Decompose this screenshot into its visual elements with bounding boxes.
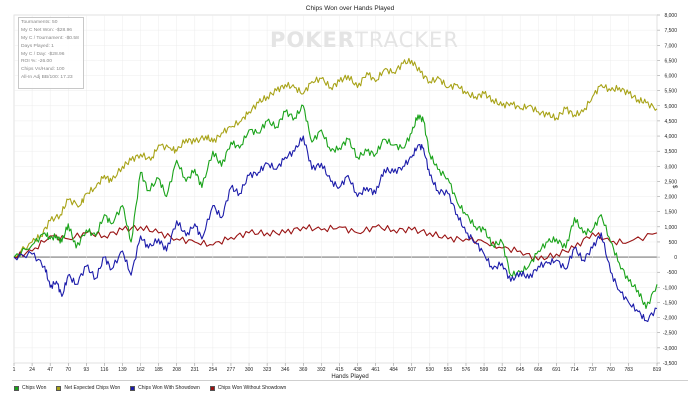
legend-item: Chips Won With Showdown [130,385,200,391]
y-tick-label: 4,500 [664,119,677,125]
y-tick-label: -3,500 [663,361,677,367]
series-line-2 [13,135,658,323]
legend: Chips Won Net Expected Chips Won Chips Won… [14,383,686,393]
x-tick-label: 599 [480,367,489,373]
stats-line: Chips Vs/Hand: 100 [21,67,65,73]
x-tick-label: 507 [408,367,417,373]
stats-line: Tournaments: 50 [21,20,58,25]
y-tick-label: -3,000 [663,346,677,352]
stats-line: ROI %: -26.00 [21,59,52,65]
y-tick-label: 8,000 [664,13,677,19]
x-tick-label: 93 [84,367,90,373]
y-tick-label: 2,500 [664,179,677,185]
legend-item: Chips Won Without Showdown [209,385,287,391]
legend-item: Chips Won [14,385,46,391]
legend-label: Chips Won With Showdown [138,385,200,391]
y-tick-label: -1,500 [663,300,677,306]
x-tick-label: 714 [570,367,579,373]
y-tick-label: 3,500 [664,149,677,155]
watermark-part-2: TRACKER [355,28,459,52]
stats-line: My C / Day: -$28.96 [21,51,65,57]
x-tick-label: 162 [136,367,145,373]
x-tick-label: 484 [389,367,398,373]
y-tick-label: 7,000 [664,43,677,49]
x-tick-label: 208 [173,367,182,373]
x-tick-label: 369 [299,367,308,373]
x-tick-label: 461 [371,367,380,373]
y-tick-label: 7,500 [664,28,677,34]
stats-line: Days Played: 1 [21,43,54,49]
series-line-1 [13,57,658,258]
plot-area [13,14,658,364]
y-tick-label: 5,500 [664,89,677,95]
stats-box: Tournaments: 50 My C Net Won: -$28.96 My C… [18,17,84,89]
x-tick-label: 691 [552,367,561,373]
legend-swatch [56,385,62,391]
x-tick-label: 783 [625,367,634,373]
legend-label: Chips Won [22,385,47,391]
x-tick-label: 70 [65,367,71,373]
x-tick-label: 185 [154,367,163,373]
y-tick-label: 6,000 [664,74,677,80]
x-tick-label: 645 [516,367,525,373]
y-tick-label: 1,500 [664,210,677,216]
x-tick-label: 760 [606,367,615,373]
y-tick-label: 0 [674,255,677,261]
y-tick-label: -500 [667,270,677,276]
x-tick-label: 737 [588,367,597,373]
series-line-3 [13,224,658,261]
chart-title: Chips Won over Hands Played [305,5,395,12]
watermark-part-1: POKER [270,28,356,52]
x-tick-label: 668 [534,367,543,373]
x-tick-label: 622 [498,367,507,373]
x-tick-label: 323 [263,367,272,373]
watermark-logo: POKERTRACKER [270,28,459,52]
x-tick-label: 530 [426,367,435,373]
x-tick-label: 553 [444,367,453,373]
x-tick-label: 116 [100,367,108,373]
legend-swatch [130,385,136,391]
x-tick-label: 47 [47,367,53,373]
y-tick-label: 5,000 [664,104,677,110]
x-tick-label: 139 [118,367,127,373]
y-tick-label: 3,000 [664,164,677,170]
legend-label: Chips Won Without Showdown [217,385,287,391]
y-tick-label: 500 [669,240,678,246]
x-tick-label: 300 [245,367,254,373]
y-tick-label: 4,000 [664,134,677,140]
x-tick-label: 438 [353,367,362,373]
x-tick-label: 24 [29,367,35,373]
y-tick-label: 1,000 [664,225,677,231]
x-tick-label: 346 [281,367,290,373]
y-tick-label: 6,500 [664,58,677,64]
x-tick-label: 819 [653,367,662,373]
x-axis-label: Hands Played [331,374,369,380]
y-tick-label: -2,000 [663,316,677,322]
series-line-0 [13,104,658,310]
legend-swatch [14,385,19,391]
legend-divider [12,380,688,395]
x-tick-label: 576 [462,367,471,373]
stats-line: My C Net Won: -$28.96 [21,27,73,33]
legend-item: Net Expected Chips Won [56,385,120,391]
stats-line: All-In Adj BB/100: 17.23 [21,75,73,81]
x-tick-label: 392 [317,367,326,373]
y-tick-label: 2,000 [664,195,677,201]
y-axis-label: $ [671,185,677,189]
stats-line: My C / Tournament: -$0.58 [21,35,79,41]
x-tick-label: 254 [209,367,218,373]
x-tick-label: 231 [191,367,200,373]
x-tick-label: 1 [13,367,16,373]
y-tick-label: -1,000 [663,285,677,291]
y-tick-label: -2,500 [663,331,677,337]
legend-swatch [209,385,215,391]
legend-label: Net Expected Chips Won [64,385,121,391]
x-tick-label: 277 [227,367,236,373]
x-tick-label: 415 [335,367,344,373]
